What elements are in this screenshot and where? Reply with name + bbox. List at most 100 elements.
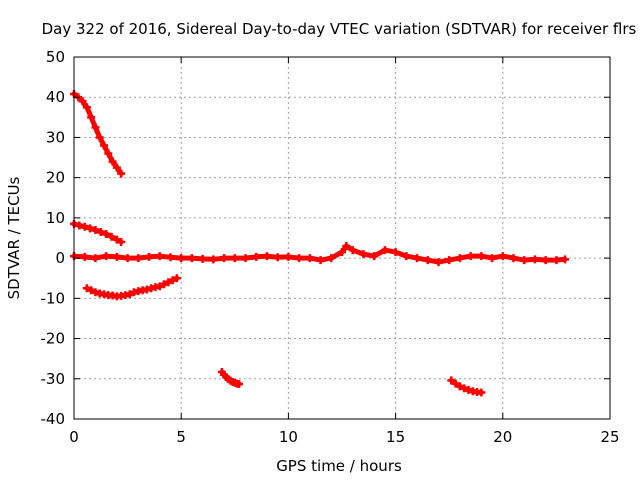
series-arc-minus-30-left xyxy=(217,367,244,389)
data-point xyxy=(100,141,109,150)
y-tick-label: 40 xyxy=(46,88,65,106)
data-point xyxy=(172,274,181,283)
data-point xyxy=(86,224,95,233)
x-tick-label: 20 xyxy=(493,428,512,446)
data-point xyxy=(460,384,469,393)
data-point xyxy=(445,256,454,265)
data-point xyxy=(477,388,486,397)
data-point xyxy=(477,252,486,261)
data-point xyxy=(91,123,100,132)
data-point xyxy=(348,246,357,255)
data-point xyxy=(209,255,218,264)
y-tick-label: -40 xyxy=(41,410,66,428)
data-point xyxy=(488,254,497,263)
data-point xyxy=(117,238,126,247)
data-point xyxy=(359,250,368,259)
data-point xyxy=(342,242,351,251)
data-point xyxy=(327,254,336,263)
chart-title: Day 322 of 2016, Sidereal Day-to-day VTE… xyxy=(42,20,637,38)
data-point xyxy=(112,163,121,172)
data-point xyxy=(160,280,169,289)
data-point xyxy=(112,252,121,261)
data-point xyxy=(117,169,126,178)
data-point xyxy=(80,252,89,261)
y-tick-label: 20 xyxy=(46,169,65,187)
data-point xyxy=(80,222,89,231)
x-tick-label: 25 xyxy=(600,428,619,446)
data-point xyxy=(155,252,164,261)
data-point xyxy=(166,253,175,262)
data-point xyxy=(145,252,154,261)
series-arc-descending-mid xyxy=(70,219,126,247)
data-point xyxy=(123,254,132,263)
data-point xyxy=(78,97,87,106)
data-point xyxy=(112,235,121,244)
data-point xyxy=(95,133,104,142)
data-point xyxy=(134,254,143,263)
series-near-zero-track xyxy=(70,242,569,267)
x-tick-label: 10 xyxy=(279,428,298,446)
data-point xyxy=(455,254,464,263)
x-tick-label: 0 xyxy=(69,428,79,446)
data-point xyxy=(220,254,229,263)
plot-frame xyxy=(73,56,611,420)
data-point xyxy=(164,278,173,287)
data-point xyxy=(87,286,96,295)
axis-ticks: 0 5 10 15 20 25 -40 -30 -20 -10 0 10 20 30 40 50 xyxy=(41,48,620,446)
data-point xyxy=(402,252,411,261)
data-point xyxy=(198,254,207,263)
data-point xyxy=(295,254,304,263)
data-point xyxy=(466,252,475,261)
data-point xyxy=(87,113,96,122)
data-point xyxy=(284,252,293,261)
data-point xyxy=(235,380,244,389)
data-point xyxy=(413,254,422,263)
data-point xyxy=(447,376,456,385)
data-point xyxy=(230,254,239,263)
y-tick-label: 0 xyxy=(55,249,65,267)
series-arc-minus-30-right xyxy=(447,376,486,397)
data-point xyxy=(108,157,117,166)
data-point xyxy=(509,254,518,263)
data-point xyxy=(177,254,186,263)
y-tick-label: -10 xyxy=(41,289,66,307)
y-tick-label: -30 xyxy=(41,370,66,388)
data-point xyxy=(541,256,550,265)
data-point xyxy=(187,254,196,263)
data-point xyxy=(316,256,325,265)
data-point xyxy=(520,256,529,265)
x-tick-label: 5 xyxy=(176,428,186,446)
series-arc-negative-u xyxy=(82,274,181,301)
data-point xyxy=(552,256,561,265)
data-point xyxy=(434,258,443,267)
y-tick-label: 30 xyxy=(46,128,65,146)
data-point xyxy=(102,252,111,261)
data-point xyxy=(91,254,100,263)
data-point xyxy=(82,103,91,112)
data-point xyxy=(155,282,164,291)
data-point xyxy=(338,248,346,257)
data-point xyxy=(241,254,250,263)
data-point xyxy=(455,382,464,391)
x-axis-label: GPS time / hours xyxy=(276,457,402,475)
y-tick-label: 10 xyxy=(46,209,65,227)
data-point xyxy=(96,227,105,236)
y-tick-label: 50 xyxy=(46,48,65,66)
x-tick-label: 15 xyxy=(386,428,405,446)
data-point xyxy=(107,232,116,241)
data-point xyxy=(102,229,111,238)
data-point xyxy=(91,225,100,234)
y-tick-label: -20 xyxy=(41,330,66,348)
data-point xyxy=(262,252,271,261)
data-point xyxy=(252,252,261,261)
y-axis-label: SDTVAR / TECUs xyxy=(5,176,23,299)
data-point xyxy=(560,255,569,264)
data-point xyxy=(273,253,282,262)
data-points xyxy=(70,90,569,397)
data-point xyxy=(380,246,389,255)
data-point xyxy=(370,252,379,261)
data-point xyxy=(451,379,460,388)
data-point xyxy=(125,290,134,299)
